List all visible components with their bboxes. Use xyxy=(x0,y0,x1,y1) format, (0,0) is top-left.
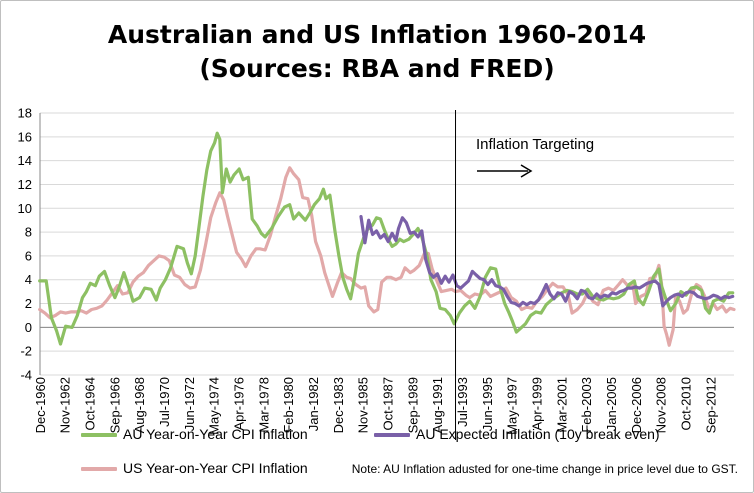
x-tick-label: Aug-1991 xyxy=(430,377,445,433)
title-line-1: Australian and US Inflation 1960-2014 xyxy=(107,20,647,49)
x-tick-label: Jan-1982 xyxy=(306,377,321,431)
x-tick-label: Oct-1987 xyxy=(381,377,396,430)
legend-item-au-cpi: AU Year-on-Year CPI Inflation xyxy=(81,426,308,442)
legend-label-us-cpi: US Year-on-Year CPI Inflation xyxy=(123,460,308,476)
x-tick-label: Nov-2008 xyxy=(654,377,669,433)
x-tick-label: Mar-2001 xyxy=(554,377,569,433)
inflation-targeting-arrow-head xyxy=(520,164,533,178)
y-tick-label: 10 xyxy=(18,201,32,216)
legend-label-au-cpi: AU Year-on-Year CPI Inflation xyxy=(123,426,308,442)
y-tick-label: 14 xyxy=(18,153,32,168)
x-tick-label: May-1974 xyxy=(207,377,222,435)
legend-swatch-au-expected xyxy=(374,433,410,438)
series-line-us-cpi xyxy=(38,166,736,347)
x-tick-label: Jan-2005 xyxy=(604,377,619,431)
x-tick-label: Feb-2003 xyxy=(579,377,594,433)
x-tick-label: Dec-1960 xyxy=(33,377,48,433)
x-tick-label: Oct-1964 xyxy=(83,377,98,430)
series-line-au-expected xyxy=(359,215,735,308)
x-tick-label: Dec-2006 xyxy=(629,377,644,433)
x-tick-label: Jul-1993 xyxy=(455,377,470,427)
x-tick-label: Aug-1968 xyxy=(132,377,147,433)
y-tick-label: 4 xyxy=(25,272,32,287)
x-tick-label: Sep-2012 xyxy=(703,377,718,433)
title-line-2: (Sources: RBA and FRED) xyxy=(199,54,555,83)
y-tick-label: 16 xyxy=(18,129,32,144)
x-tick-label: May-1997 xyxy=(505,377,520,435)
y-tick-label: -4 xyxy=(20,368,32,383)
y-tick-label: 12 xyxy=(18,177,32,192)
x-tick-label: Dec-1983 xyxy=(331,377,346,433)
series-line-au-cpi xyxy=(38,131,735,346)
y-tick-label: -2 xyxy=(20,344,32,359)
x-tick-label: Nov-1962 xyxy=(58,377,73,433)
chart-title: Australian and US Inflation 1960-2014 (S… xyxy=(0,18,754,86)
inflation-targeting-label: Inflation Targeting xyxy=(476,136,594,153)
legend-item-us-cpi: US Year-on-Year CPI Inflation xyxy=(81,460,308,476)
x-tick-label: Nov-1985 xyxy=(356,377,371,433)
x-tick-label: Sep-1966 xyxy=(107,377,122,433)
x-tick-label: Apr-1976 xyxy=(232,377,247,430)
x-tick-label: Mar-1978 xyxy=(256,377,271,433)
x-tick-label: Oct-2010 xyxy=(678,377,693,430)
legend-item-au-expected: AU Expected Inflation (10y break even) xyxy=(374,426,660,442)
y-tick-label: 8 xyxy=(25,225,32,240)
y-tick-label: 6 xyxy=(25,248,32,263)
x-tick-label: Jun-1995 xyxy=(480,377,495,431)
legend-label-au-expected: AU Expected Inflation (10y break even) xyxy=(416,426,660,442)
legend-swatch-au-cpi xyxy=(81,433,117,438)
x-tick-label: Sep-1989 xyxy=(405,377,420,433)
x-tick-label: Jun-1972 xyxy=(182,377,197,431)
y-tick-label: 18 xyxy=(18,106,32,121)
legend-swatch-us-cpi xyxy=(81,467,117,472)
footnote: Note: AU Inflation adusted for one-time … xyxy=(351,462,738,476)
x-tick-label: Jul-1970 xyxy=(157,377,172,427)
x-tick-label: Feb-1980 xyxy=(281,377,296,433)
y-tick-label: 0 xyxy=(25,320,32,335)
y-tick-label: 2 xyxy=(25,296,32,311)
x-tick-label: Apr-1999 xyxy=(529,377,544,430)
